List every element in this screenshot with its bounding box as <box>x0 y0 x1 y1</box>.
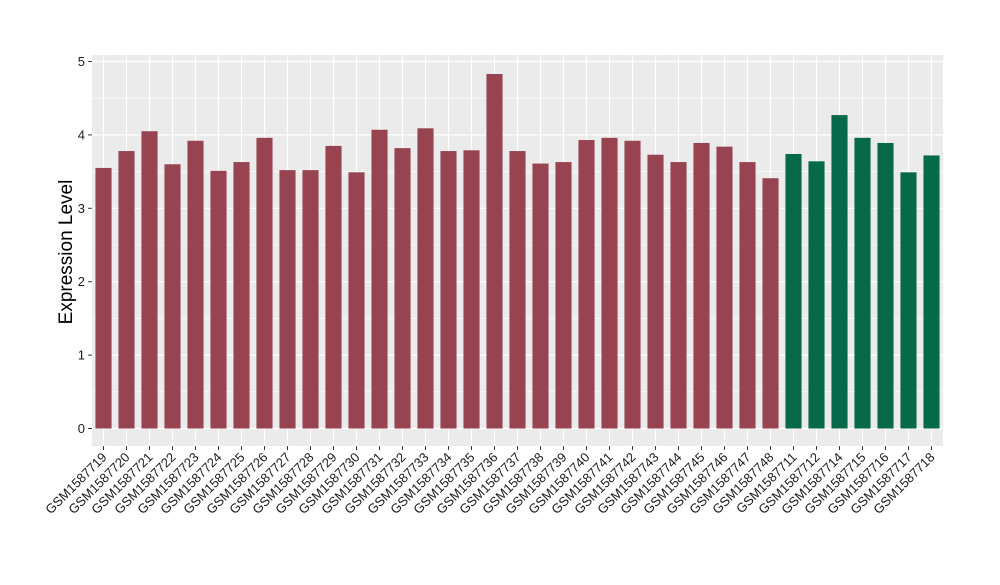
bar-GSM1587748 <box>762 178 779 429</box>
bar-GSM1587744 <box>670 162 687 429</box>
bar-GSM1587722 <box>164 164 181 429</box>
bar-GSM1587729 <box>325 145 342 429</box>
bar-GSM1587746 <box>716 146 733 429</box>
x-axis: GSM1587719GSM1587720GSM1587721GSM1587722… <box>42 446 938 517</box>
bar-GSM1587733 <box>417 128 434 429</box>
bar-GSM1587720 <box>118 151 135 429</box>
bar-GSM1587736 <box>486 73 503 429</box>
y-tick-label: 4 <box>78 127 85 142</box>
y-axis: 0 1 2 3 4 5 <box>78 54 92 436</box>
bar-GSM1587735 <box>463 150 480 429</box>
bar-GSM1587723 <box>187 140 204 429</box>
bar-GSM1587719 <box>95 167 112 429</box>
bar-GSM1587711 <box>785 153 802 429</box>
bar-GSM1587727 <box>279 170 296 429</box>
bar-GSM1587728 <box>302 170 319 429</box>
y-tick-label: 0 <box>78 421 85 436</box>
bar-GSM1587732 <box>394 148 411 429</box>
bar-GSM1587747 <box>739 162 756 429</box>
bar-GSM1587740 <box>578 140 595 429</box>
bar-GSM1587745 <box>693 142 710 429</box>
bar-GSM1587734 <box>440 151 457 429</box>
y-tick-label: 2 <box>78 274 85 289</box>
y-tick-label: 5 <box>78 54 85 69</box>
bar-GSM1587739 <box>555 162 572 429</box>
bar-GSM1587731 <box>371 129 388 429</box>
bar-GSM1587725 <box>233 162 250 429</box>
bar-GSM1587738 <box>532 163 549 429</box>
bar-GSM1587714 <box>831 115 848 429</box>
bar-GSM1587721 <box>141 131 158 429</box>
bar-GSM1587724 <box>210 170 227 429</box>
bar-GSM1587737 <box>509 151 526 429</box>
y-axis-label: Expression Level <box>56 180 77 325</box>
bar-GSM1587715 <box>854 137 871 429</box>
bar-GSM1587718 <box>923 155 940 429</box>
bar-GSM1587726 <box>256 137 273 429</box>
bar-GSM1587743 <box>647 154 664 429</box>
bar-GSM1587712 <box>808 161 825 429</box>
bar-GSM1587717 <box>900 172 917 429</box>
bar-GSM1587716 <box>877 142 894 429</box>
y-tick-label: 3 <box>78 201 85 216</box>
bar-GSM1587730 <box>348 172 365 429</box>
y-tick-label: 1 <box>78 348 85 363</box>
bar-GSM1587741 <box>601 137 618 429</box>
bars <box>95 73 940 429</box>
bar-GSM1587742 <box>624 140 641 429</box>
